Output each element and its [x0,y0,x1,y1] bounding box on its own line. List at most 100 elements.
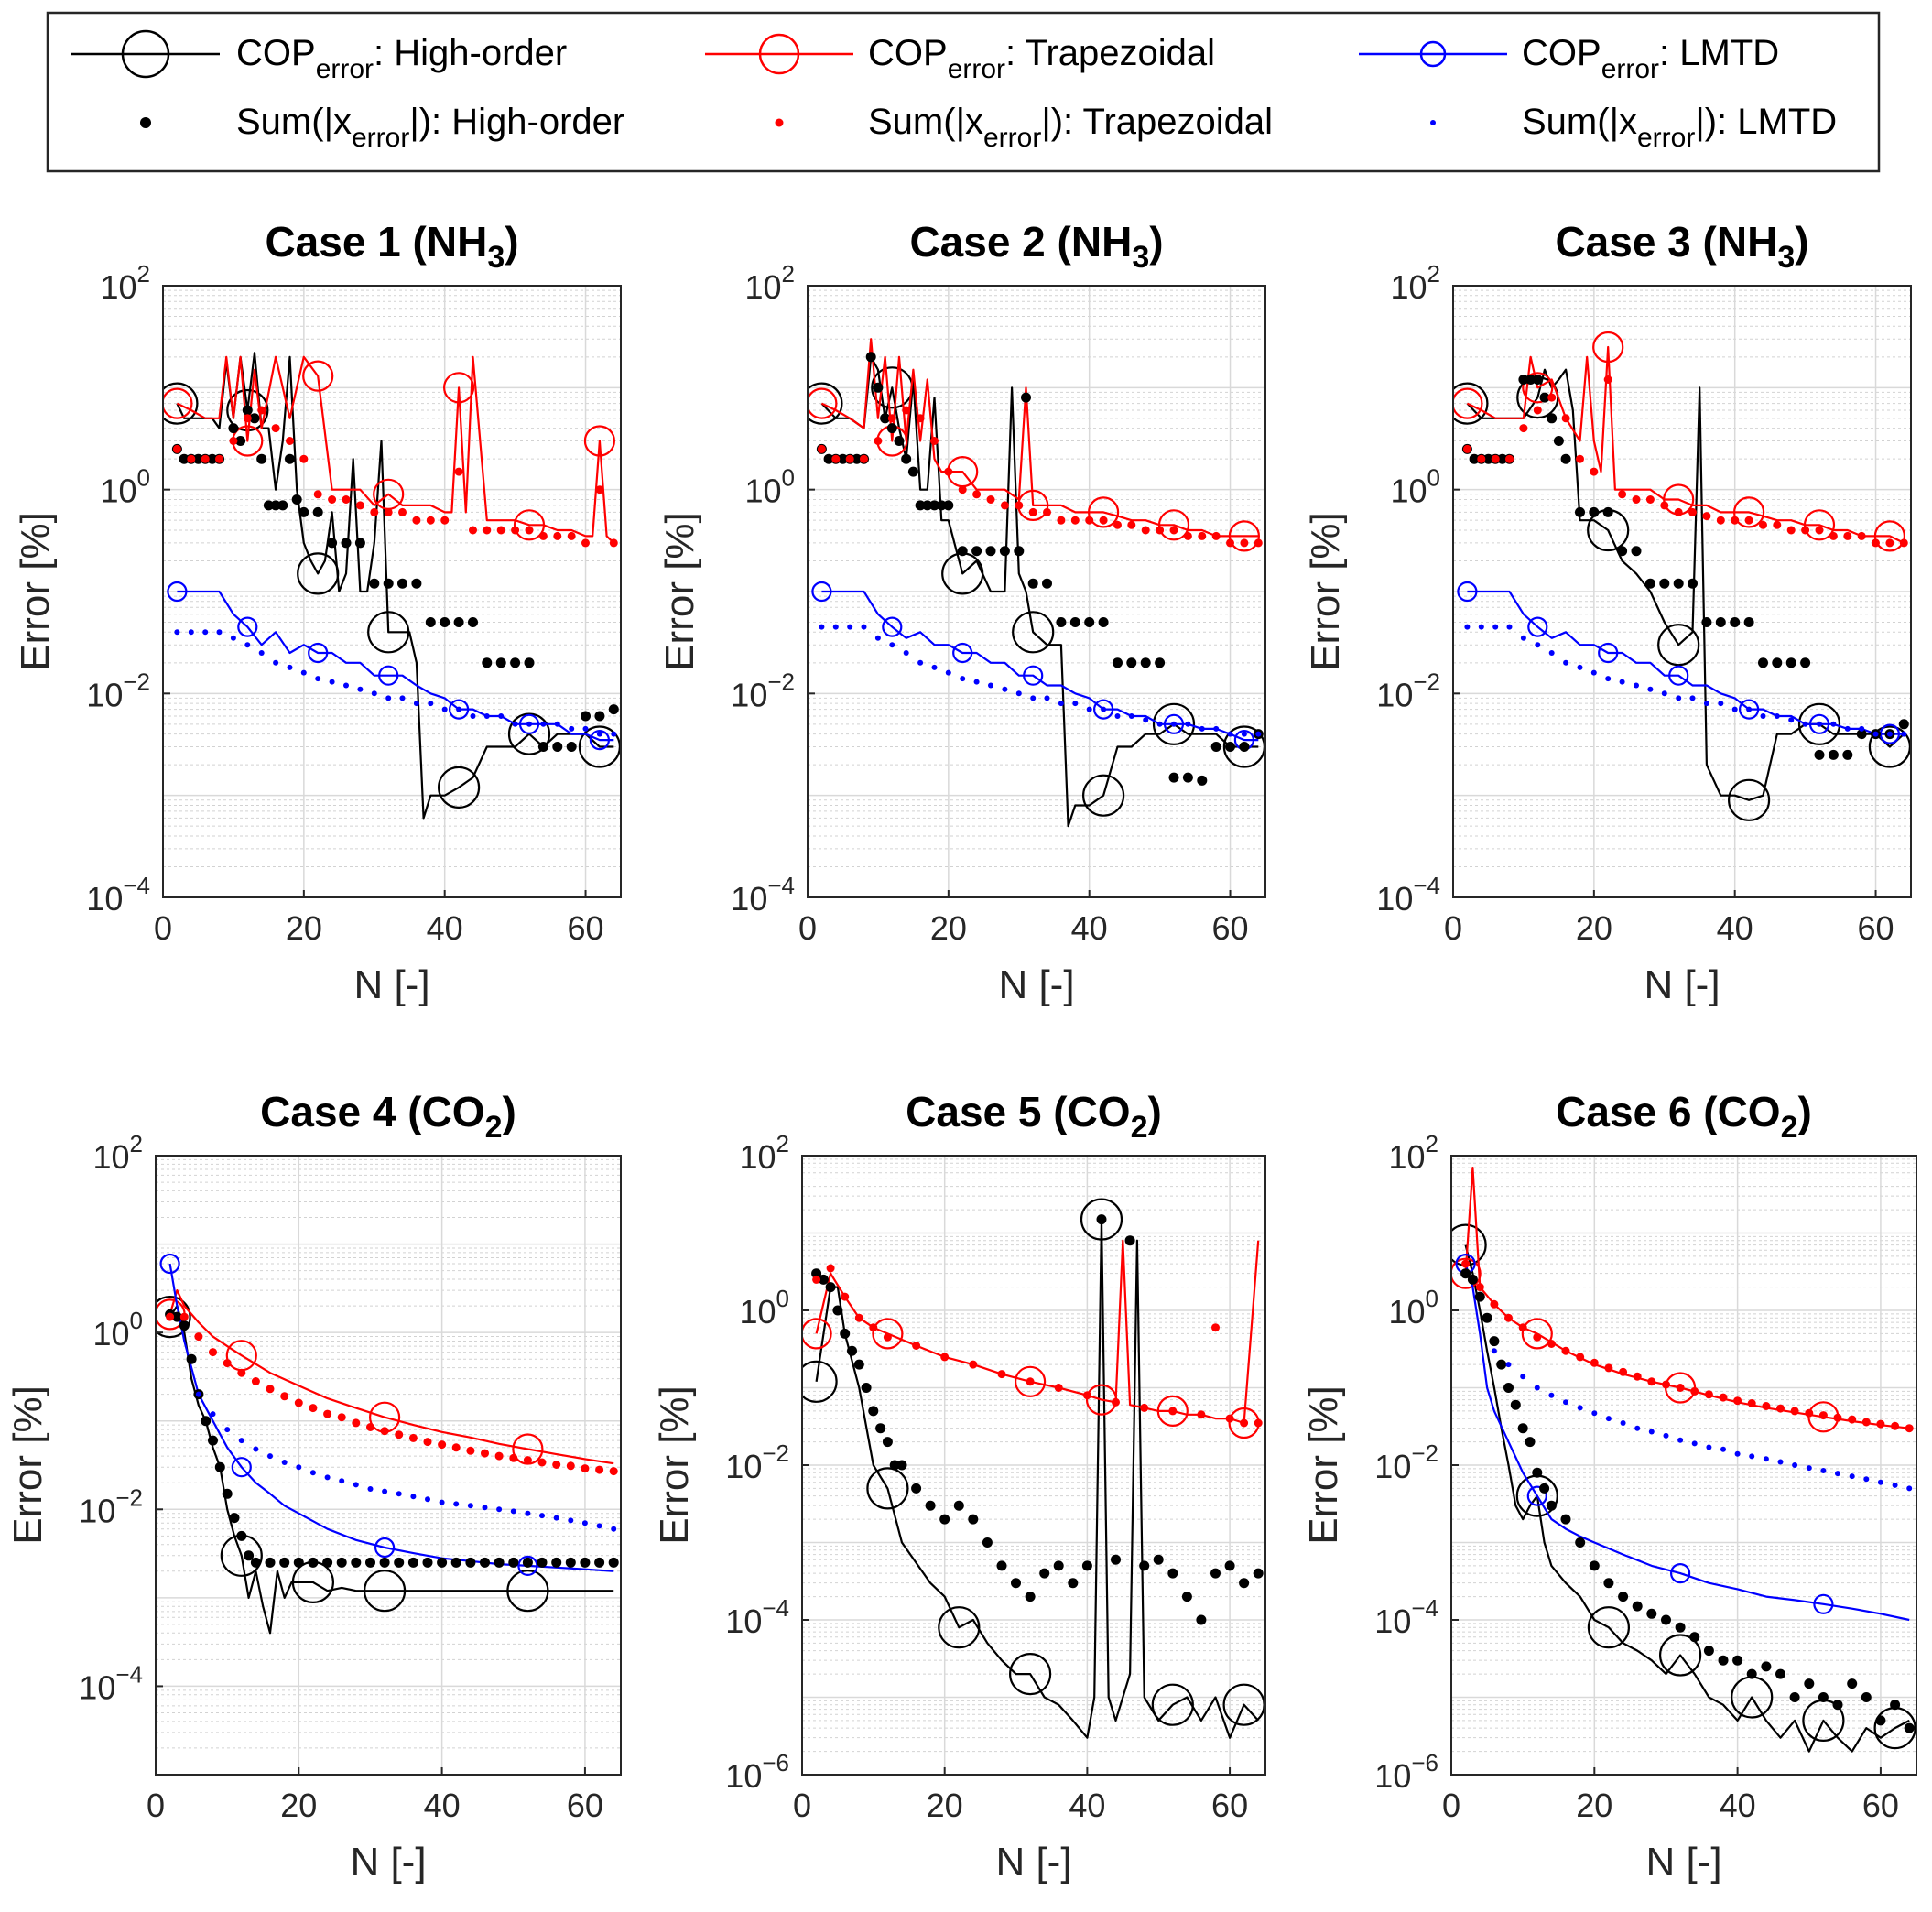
data-point [336,1557,347,1568]
data-point [581,538,590,548]
x-tick-label: 60 [568,909,604,947]
data-point [453,1501,460,1507]
series-marker-circle [1453,382,1489,425]
data-point [1539,1483,1550,1494]
data-point [524,657,535,668]
data-point [1139,1560,1150,1571]
data-point [256,453,267,464]
data-point [567,531,576,540]
legend-box [46,11,1881,173]
data-point [552,742,563,752]
series-marker-circle [438,766,481,809]
data-point [1030,695,1037,701]
data-point [582,725,589,732]
data-point [1563,659,1569,666]
data-point [244,1550,255,1561]
data-point [883,1332,892,1342]
data-point [988,682,993,689]
data-point [1126,657,1137,668]
data-point [230,635,236,641]
y-tick-label: 10−4 [1374,1594,1438,1640]
data-point [277,500,288,511]
series-marker-circle [1451,1257,1482,1289]
data-point [1589,506,1600,517]
data-point [253,1446,259,1452]
data-point [293,1557,304,1568]
data-point [1255,731,1262,737]
y-tick-label: 10−2 [1376,668,1440,713]
data-point [1718,701,1724,707]
data-point [887,414,896,423]
data-point [214,1461,225,1472]
chart-title: Case 5 (CO2) [906,1088,1162,1145]
data-point [865,352,876,363]
series-marker-circle [952,642,973,664]
data-point [960,676,966,682]
data-point [270,500,281,511]
data-point [939,1514,950,1525]
data-point [1002,686,1008,692]
series-sum-x-error-high-order [1460,1268,1915,1733]
data-point [1746,1668,1757,1679]
data-point [1773,520,1782,529]
data-point [1734,1450,1741,1457]
axes-box [155,1155,622,1776]
data-point [986,495,995,504]
data-point [1058,701,1064,707]
data-point [257,406,266,415]
data-point [1461,1259,1471,1268]
data-point [1677,1437,1684,1443]
series-marker-circle [297,552,340,595]
series-cop-error-high-order [802,1198,1265,1739]
data-point [611,1526,617,1532]
data-point [511,526,520,535]
data-point [1561,414,1570,423]
data-point [396,1491,402,1497]
data-point [1210,742,1221,752]
data-point [1719,1393,1728,1402]
data-point [357,686,364,692]
data-point [812,1275,821,1284]
data-point [1113,657,1123,668]
data-point [1460,1268,1471,1279]
data-point [1096,1214,1107,1225]
data-point [997,1370,1006,1379]
chart-panel-2: 0 20 40 60 10−4 10−2 100 102 Case 2 (NH3) N [-] Er… [657,218,1266,1007]
data-point [1171,721,1177,727]
series-marker-circle [578,725,621,768]
data-point [466,1446,475,1455]
data-point [1199,725,1205,732]
y-axis-label: Error [%] [1303,512,1348,671]
data-point [223,1359,232,1368]
data-point [1619,679,1625,685]
data-point [1802,721,1808,727]
data-point [594,711,605,722]
axes-box [1452,285,1912,898]
data-point [817,444,826,453]
data-point [411,578,422,589]
data-point [382,1488,388,1494]
series-marker-circle [1527,616,1548,637]
series-marker-circle [1598,642,1619,664]
data-point [279,1557,290,1568]
data-point [1689,1632,1700,1643]
data-point [525,526,534,535]
data-point [1504,1313,1513,1322]
series-marker-circle [1228,520,1261,552]
data-point [1829,531,1838,540]
series-line [815,1218,1260,1739]
data-point [1744,516,1753,525]
data-point [228,423,239,434]
data-point [1210,1568,1221,1579]
data-point [1759,520,1767,529]
data-point [1577,664,1583,670]
data-point [1716,516,1725,525]
data-point [201,1416,212,1427]
series-marker-circle [374,1537,396,1559]
data-point [1044,695,1050,701]
data-point [1704,1390,1713,1399]
data-point [1715,617,1726,627]
data-point [1706,1444,1712,1450]
legend-label-sum-high-order: Sum(|xerror|): High-order [236,102,624,153]
data-point [1730,617,1741,627]
